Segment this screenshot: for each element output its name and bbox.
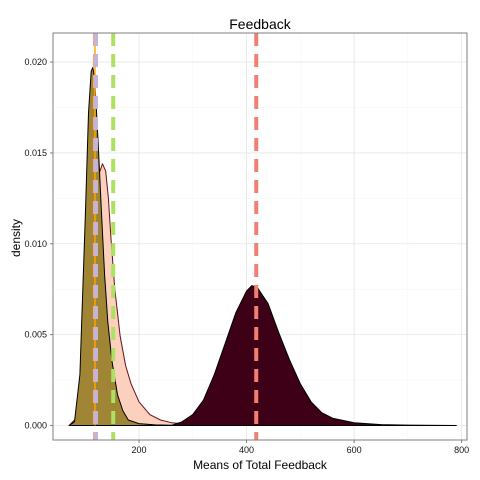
y-tick-label: 0.005 bbox=[24, 330, 47, 340]
x-axis-title: Means of Total Feedback bbox=[193, 458, 328, 472]
chart-title: Feedback bbox=[229, 16, 291, 32]
x-tick-label: 400 bbox=[239, 445, 254, 455]
y-tick-label: 0.010 bbox=[24, 239, 47, 249]
plot-border bbox=[52, 32, 468, 441]
x-tick-label: 200 bbox=[132, 445, 147, 455]
y-tick-label: 0.000 bbox=[24, 420, 47, 430]
plot-area: 200 400 600 800 0.000 0.005 0.010 0.015 0.020 bbox=[24, 32, 469, 455]
density-area-3 bbox=[170, 285, 457, 426]
y-axis-title: density bbox=[9, 219, 23, 257]
x-tick-label: 800 bbox=[454, 445, 469, 455]
y-tick-label: 0.020 bbox=[24, 57, 47, 67]
y-tick-label: 0.015 bbox=[24, 148, 47, 158]
x-tick-label: 600 bbox=[347, 445, 362, 455]
